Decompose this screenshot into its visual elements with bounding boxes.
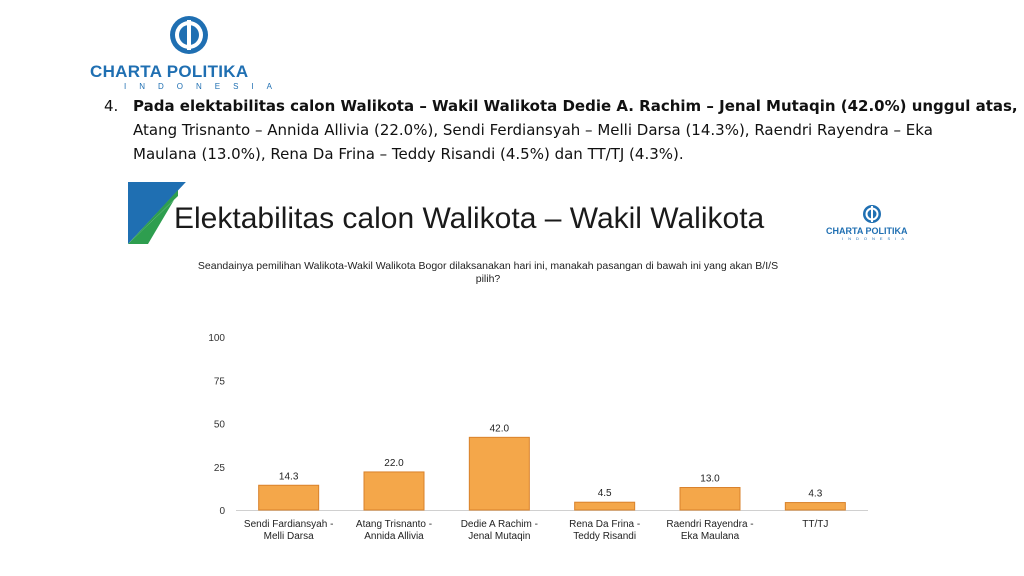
question-line-1: Seandainya pemilihan Walikota-Wakil Wali… <box>197 260 779 272</box>
y-tick-label: 75 <box>214 376 226 387</box>
bar <box>363 471 425 511</box>
logo-emblem-icon <box>170 16 208 54</box>
paragraph-line-2: Atang Trisnanto – Annida Allivia (22.0%)… <box>133 121 933 139</box>
charta-politika-logo: CHARTA POLITIKA INDONESIA <box>90 14 290 92</box>
question-line-2: pilih? <box>475 273 501 285</box>
paragraph-bold-line: Pada elektabilitas calon Walikota – Waki… <box>133 97 1018 115</box>
bar <box>468 436 530 511</box>
bar <box>574 501 636 511</box>
x-tick-label: Raendri Rayendra - <box>666 519 753 530</box>
survey-question: Seandainya pemilihan Walikota-Wakil Wali… <box>188 260 788 286</box>
x-tick-label: Rena Da Frina - <box>569 519 640 530</box>
logo-subtitle: INDONESIA <box>124 82 286 91</box>
x-tick-label: Jenal Mutaqin <box>468 531 530 542</box>
slide-logo-subtitle: INDONESIA <box>842 236 910 241</box>
bar <box>679 487 741 511</box>
y-tick-label: 100 <box>208 333 225 344</box>
slide-logo-name: CHARTA POLITIKA <box>826 226 908 236</box>
x-tick-label: TT/TJ <box>802 519 828 530</box>
data-label: 4.3 <box>808 489 822 500</box>
x-tick-label: Eka Maulana <box>681 531 740 542</box>
list-number: 4. <box>104 97 119 115</box>
data-label: 4.5 <box>598 488 612 499</box>
data-label: 22.0 <box>384 458 404 469</box>
x-tick-label: Atang Trisnanto - <box>356 519 432 530</box>
logo-name: CHARTA POLITIKA <box>90 62 249 81</box>
slide-logo: CHARTA POLITIKA INDONESIA <box>826 204 926 244</box>
slide-title: Elektabilitas calon Walikota – Wakil Wal… <box>174 202 765 235</box>
data-label: 14.3 <box>279 471 299 482</box>
x-tick-label: Annida Allivia <box>364 531 424 542</box>
bar <box>258 484 320 511</box>
x-tick-label: Melli Darsa <box>264 531 314 542</box>
corner-decoration-icon <box>128 182 186 244</box>
y-tick-label: 0 <box>219 506 225 517</box>
bar <box>784 502 846 511</box>
x-tick-label: Sendi Fardiansyah - <box>244 519 334 530</box>
y-tick-label: 50 <box>214 420 226 431</box>
chart-slide: Elektabilitas calon Walikota – Wakil Wal… <box>128 182 928 562</box>
x-tick-label: Teddy Risandi <box>573 531 636 542</box>
data-label: 13.0 <box>700 474 720 485</box>
x-tick-label: Dedie A Rachim - <box>461 519 538 530</box>
slide-logo-emblem-icon <box>863 205 881 223</box>
paragraph-line-3: Maulana (13.0%), Rena Da Frina – Teddy R… <box>133 145 684 163</box>
y-tick-label: 25 <box>214 463 226 474</box>
data-label: 42.0 <box>490 423 510 434</box>
